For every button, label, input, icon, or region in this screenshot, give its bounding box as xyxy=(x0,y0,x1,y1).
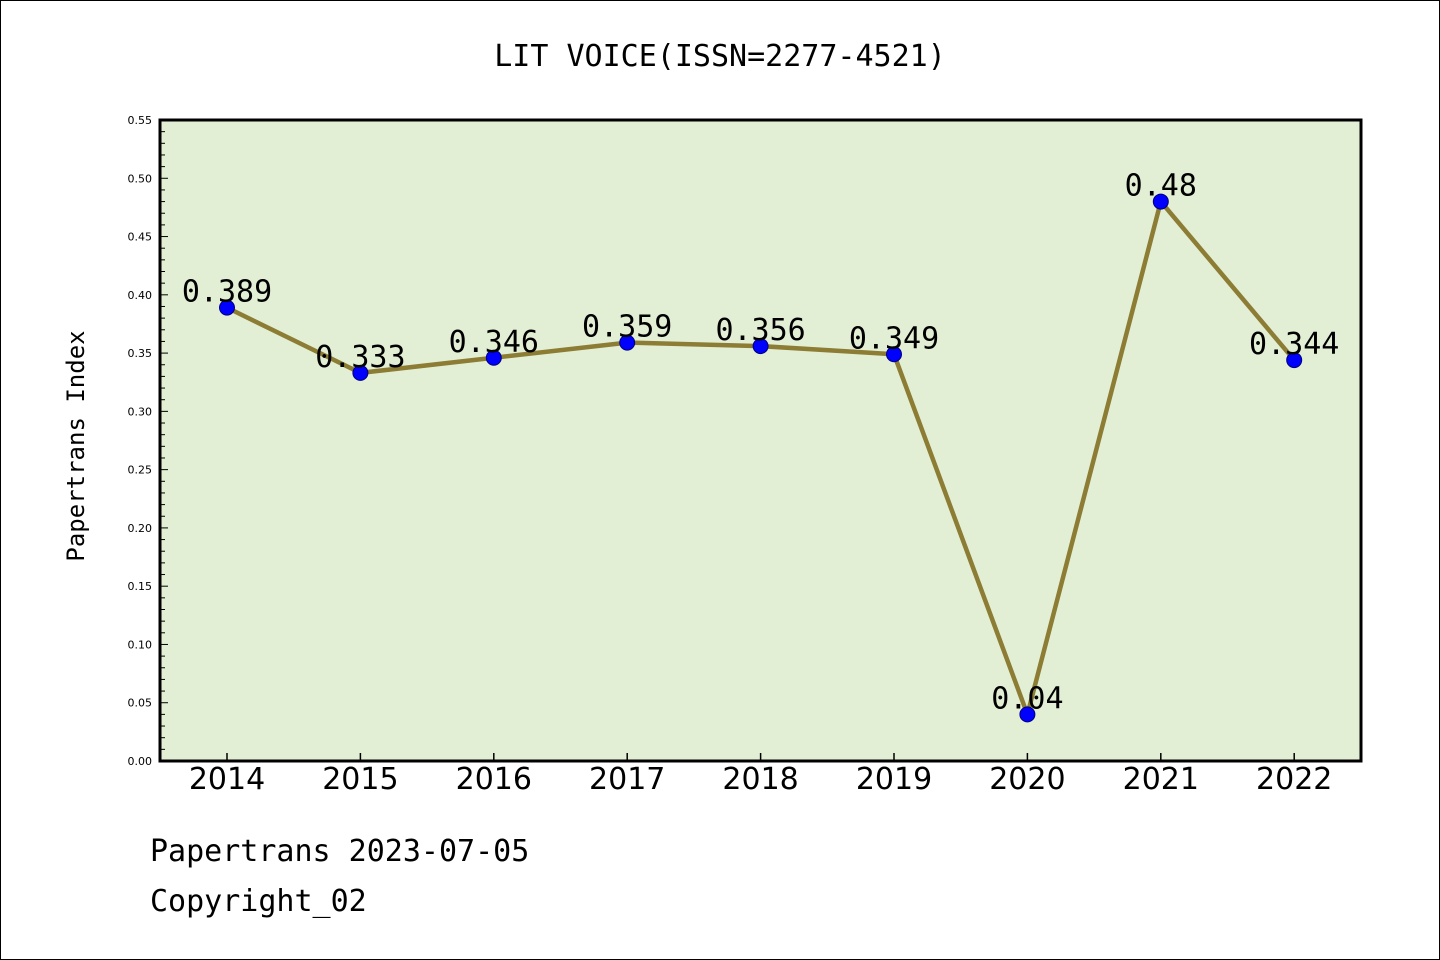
y-tick-label: 0.20 xyxy=(128,522,153,535)
x-tick-label: 2021 xyxy=(1123,762,1199,797)
plot-area xyxy=(158,118,1363,763)
data-label: 0.344 xyxy=(1249,327,1339,362)
x-tick-label: 2016 xyxy=(456,762,532,797)
x-tick-label: 2017 xyxy=(589,762,665,797)
x-tick-label: 2019 xyxy=(856,762,932,797)
data-label: 0.48 xyxy=(1125,169,1197,204)
data-label: 0.346 xyxy=(449,325,539,360)
y-tick-label: 0.30 xyxy=(128,405,153,418)
y-axis: 0.00 0.05 0.10 0.15 0.20 0.25 0.30 0.35 0.40 0.45… xyxy=(128,114,168,768)
data-point xyxy=(352,364,369,381)
data-label: 0.359 xyxy=(582,310,672,345)
data-point xyxy=(886,346,902,363)
data-labels: 0.389 0.333 0.346 0.359 0.356 0.349 0.04 0.48 0.… xyxy=(182,169,1340,717)
data-point xyxy=(219,299,235,316)
y-tick-label: 0.35 xyxy=(128,347,153,360)
y-tick-label: 0.05 xyxy=(128,697,153,710)
data-label: 0.356 xyxy=(715,313,805,348)
series xyxy=(219,193,1303,723)
y-tick-label: 0.55 xyxy=(128,114,153,127)
data-point xyxy=(1152,193,1169,210)
x-tick-label: 2020 xyxy=(989,762,1065,797)
y-tick-label: 0.15 xyxy=(128,580,153,593)
data-label: 0.04 xyxy=(991,681,1063,716)
x-tick-label: 2022 xyxy=(1256,762,1332,797)
data-point xyxy=(485,349,502,366)
x-axis: 2014 2015 2016 2017 2018 2019 2020 2021 2022 xyxy=(189,753,1332,797)
footer-copyright: Copyright_02 xyxy=(150,884,367,919)
y-tick-label: 0.10 xyxy=(128,638,153,651)
y-tick-label: 0.25 xyxy=(128,464,153,477)
chart-title: LIT VOICE(ISSN=2277-4521) xyxy=(494,39,946,74)
x-tick-label: 2015 xyxy=(322,762,398,797)
y-axis-label: Papertrans Index xyxy=(62,330,90,561)
y-tick-label: 0.40 xyxy=(128,289,153,302)
y-tick-label: 0.00 xyxy=(128,755,153,768)
data-label: 0.349 xyxy=(849,321,939,356)
data-point xyxy=(1019,706,1036,723)
data-point xyxy=(1286,352,1303,369)
footer-source-date: Papertrans 2023-07-05 xyxy=(150,834,530,869)
y-tick-label: 0.50 xyxy=(128,172,153,185)
y-tick-label: 0.45 xyxy=(128,231,153,244)
data-point xyxy=(752,338,769,355)
data-label: 0.333 xyxy=(315,340,405,375)
data-point xyxy=(619,334,636,351)
x-tick-label: 2018 xyxy=(722,762,798,797)
data-label: 0.389 xyxy=(182,275,272,310)
x-tick-label: 2014 xyxy=(189,762,265,797)
